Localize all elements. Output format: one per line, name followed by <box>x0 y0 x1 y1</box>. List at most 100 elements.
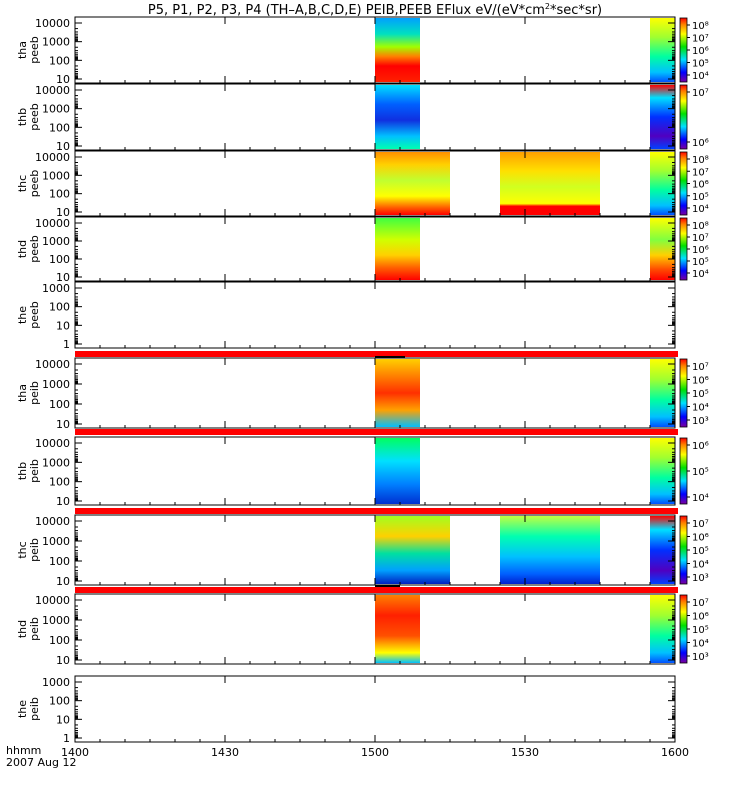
y-tick-label: 10000 <box>35 84 70 97</box>
panel-thb-peib: 10000 1000 100 10 thb peib 10⁶ 10⁵ 10⁴ <box>16 436 709 508</box>
panel-thb-peeb: 10000 1000 100 10 thb peeb 10⁷ 10⁶ <box>16 83 709 153</box>
y-tick-label: 10 <box>56 73 70 86</box>
y-tick-label: 10 <box>56 713 70 726</box>
x-tick-label: 1400 <box>61 746 89 759</box>
colorbar-tick-label: 10⁷ <box>692 34 709 45</box>
y-tick-label: 1000 <box>42 282 70 295</box>
panel-probe-label: thb <box>16 108 29 126</box>
y-tick-label: 1000 <box>42 103 70 116</box>
spectrogram-block <box>650 85 675 149</box>
colorbar-tick-label: 10⁴ <box>692 403 709 414</box>
panel-product-label: peeb <box>28 36 41 64</box>
colorbar-tick-label: 10⁶ <box>692 376 709 387</box>
figure-title: P5, P1, P2, P3, P4 (TH–A,B,C,D,E) PEIB,P… <box>148 2 602 18</box>
colorbar-tick-label: 10⁷ <box>692 167 709 178</box>
colorbar-tick-label: 10⁶ <box>692 180 709 191</box>
panel-product-label: peib <box>28 459 41 483</box>
y-tick-label: 100 <box>49 54 70 67</box>
colorbar-tick-label: 10³ <box>692 573 709 584</box>
y-tick-label: 100 <box>49 121 70 134</box>
panel-frame <box>74 281 676 349</box>
colorbar <box>679 437 688 505</box>
colorbar-tick-label: 10⁵ <box>692 59 709 70</box>
spectrogram-block <box>650 152 675 215</box>
spectrogram-block <box>375 595 420 663</box>
y-tick-label: 100 <box>49 555 70 568</box>
y-tick-label: 1000 <box>42 676 70 689</box>
panel-tha-peib: 10000 1000 100 10 tha peib 10⁷ 10⁶ 10⁵ 10⁴ 10³ <box>16 357 709 431</box>
y-tick-label: 10 <box>56 140 70 153</box>
colorbar-tick-label: 10³ <box>692 416 709 427</box>
colorbar-tick-label: 10⁴ <box>692 269 709 280</box>
y-tick-label: 100 <box>49 253 70 266</box>
colorbar-tick-label: 10⁶ <box>692 46 709 57</box>
panel-probe-label: tha <box>16 41 29 59</box>
spectrogram-block <box>375 438 420 504</box>
y-tick-label: 100 <box>49 301 70 314</box>
spectrogram-block <box>500 152 600 215</box>
y-tick-label: 10 <box>56 495 70 508</box>
panel-probe-label: the <box>16 306 29 324</box>
panel-frame <box>74 675 676 743</box>
colorbar <box>679 151 688 216</box>
y-tick-label: 10000 <box>35 515 70 528</box>
colorbar <box>679 594 688 664</box>
y-tick-label: 10 <box>56 271 70 284</box>
panel-probe-label: thd <box>16 240 29 258</box>
panel-product-label: peib <box>28 617 41 641</box>
colorbar-tick-label: 10⁵ <box>692 625 709 636</box>
colorbar-tick-label: 10⁵ <box>692 546 709 557</box>
y-tick-label: 100 <box>49 634 70 647</box>
spectrogram-block <box>375 18 420 82</box>
y-tick-label: 1000 <box>42 169 70 182</box>
panel-product-label: peeb <box>28 103 41 131</box>
colorbar-tick-label: 10⁷ <box>692 233 709 244</box>
y-tick-label: 10000 <box>35 358 70 371</box>
x-tick-label: 1500 <box>361 746 389 759</box>
colorbar <box>679 84 688 150</box>
colorbar-tick-label: 10⁴ <box>692 493 709 504</box>
spectrogram-block <box>375 516 450 584</box>
panel-probe-label: thc <box>16 541 29 558</box>
colorbar-tick-label: 10⁵ <box>692 389 709 400</box>
colorbar-tick-label: 10⁶ <box>692 533 709 544</box>
colorbar-tick-label: 10⁶ <box>692 612 709 623</box>
x-tick-label: 1600 <box>661 746 689 759</box>
y-tick-label: 10 <box>56 575 70 588</box>
separator-bar <box>75 429 678 435</box>
spectrogram-block <box>500 516 600 584</box>
separator-bar <box>75 587 678 593</box>
x-tick-label: 1430 <box>211 746 239 759</box>
spectrogram-block <box>650 438 675 504</box>
x-tick-label: 1530 <box>511 746 539 759</box>
date-label: 2007 Aug 12 <box>6 756 76 769</box>
y-tick-label: 100 <box>49 398 70 411</box>
colorbar-tick-label: 10⁴ <box>692 639 709 650</box>
y-tick-label: 1000 <box>42 36 70 49</box>
y-tick-label: 10 <box>56 418 70 431</box>
spectrogram-block <box>650 516 675 584</box>
colorbar-tick-label: 10⁸ <box>692 221 709 232</box>
colorbar <box>679 17 688 83</box>
colorbar-tick-label: 10⁷ <box>692 519 709 530</box>
colorbar-tick-label: 10⁷ <box>692 598 709 609</box>
colorbar-tick-label: 10⁷ <box>692 88 709 99</box>
separator-bar <box>75 508 678 514</box>
colorbar-tick-label: 10⁶ <box>692 245 709 256</box>
colorbar-tick-label: 10⁵ <box>692 467 709 478</box>
y-tick-label: 1000 <box>42 378 70 391</box>
colorbar <box>679 515 688 585</box>
panel-the-peib: 1000 100 10 1 the peib <box>16 675 676 745</box>
panel-probe-label: thd <box>16 620 29 638</box>
panel-thd-peib: 10000 1000 100 10 thd peib 10⁷ 10⁶ 10⁵ 10⁴ 10³ <box>16 593 709 667</box>
colorbar-tick-label: 10³ <box>692 652 709 663</box>
colorbar <box>679 217 688 281</box>
spectrogram-block <box>650 359 675 427</box>
x-axis-label: hhmm <box>6 744 41 757</box>
y-tick-label: 1 <box>63 732 70 745</box>
y-tick-label: 1000 <box>42 535 70 548</box>
spectrogram-block <box>375 152 450 215</box>
panel-probe-label: thc <box>16 175 29 192</box>
